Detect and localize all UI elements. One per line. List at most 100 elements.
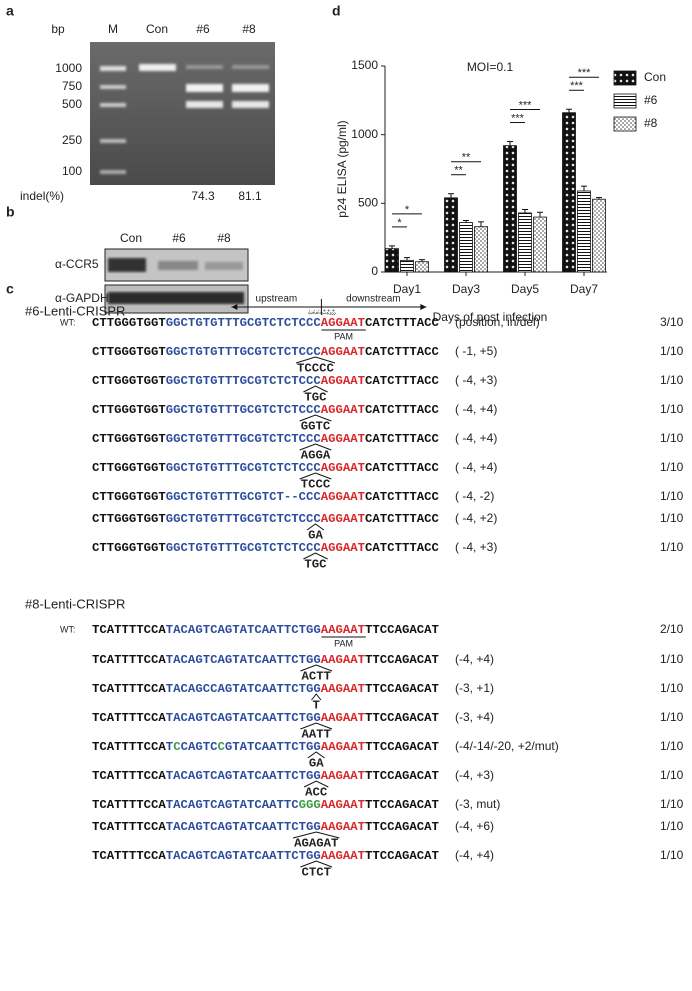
insert-caret [303,385,328,393]
bar [592,198,606,273]
insert: GA [309,756,324,770]
insert: TGC [304,557,327,571]
significance-label: *** [570,80,584,92]
fraction: 1/10 [660,848,684,862]
sequence-segment: CTTGGGTGGT [92,541,166,555]
insert-caret [299,414,332,422]
y-tick-label: 1500 [351,58,378,72]
group-title: #8-Lenti-CRISPR [25,596,125,611]
sequence-segment: CTTGGGTGGT [92,512,166,526]
sequence-segment: GGCTGTGTTTGCGTCTCTCCC [166,374,322,388]
lane-label: M [108,22,118,36]
insert: TCCCC [297,361,335,375]
group-title: #6-Lenti-CRISPR [25,303,125,318]
x-tick-label: Day3 [452,282,480,296]
sequence-segment: CATCTTTACC [365,512,439,526]
legend-label: #8 [644,116,658,130]
insert: GA [308,528,323,542]
sequence-segment: TCATTTTCCA [92,653,166,667]
note: (-4, +6) [455,819,494,833]
sequence-segment: TACAGTCAGTATCAATTCTGG [166,623,321,637]
sequence-segment: TACAGTCAGTATCAATTCTGG [166,820,321,834]
ladder-label: 1000 [55,61,82,75]
position-mark: +3 [329,309,335,315]
fraction: 2/10 [660,622,684,636]
sequence: CTTGGGTGGTGGCTGTGTTTGCGTCTCTCCCAGGAATCAT… [92,461,439,475]
panel-label: b [6,204,15,220]
insert-caret [292,831,340,839]
sequence-segment: CATCTTTACC [365,403,439,417]
ladder-label: 250 [62,133,82,147]
sequence: CTTGGGTGGTGGCTGTGTTTGCGTCTCTCCCAGGAATCAT… [92,345,439,359]
sequence: CTTGGGTGGTGGCTGTGTTTGCGTCTCTCCCAGGAATCAT… [92,512,439,526]
sequence-segment: GGCTGTGTTTGCGTCTCTCCC [166,461,322,475]
sequence-segment: TTCCAGACAT [365,711,439,725]
position-mark: +1 [320,309,326,315]
note: (-4, +3) [455,768,494,782]
indel-value: 74.3 [191,189,215,203]
insert-caret [307,751,325,759]
blot-bands [108,292,244,304]
insert: AGAGAT [294,836,339,850]
sequence-segment: TCATTTTCCA [92,769,166,783]
sequence-segment: CATCTTTACC [365,490,439,504]
sequence-segment: CAGTC [181,740,219,754]
insert-caret [300,722,333,730]
insert-caret [303,552,328,560]
sequence-segment: TTCCAGACAT [365,653,439,667]
insert: T [313,698,321,712]
y-axis-label: p24 ELISA (pg/ml) [335,120,349,217]
bar [444,197,458,273]
sequence-segment: TTCCAGACAT [365,849,439,863]
lane-label: #6 [196,22,210,36]
sequence-segment: AGGAAT [321,541,366,555]
insert-caret [299,443,332,451]
significance-label: *** [511,112,525,124]
insert: TCCC [301,477,331,491]
sequence-segment: CTTGGGTGGT [92,461,166,475]
bar [385,248,399,273]
sequence-segment: AGGAAT [321,374,366,388]
sequence-segment: AAGAAT [321,653,366,667]
fraction: 1/10 [660,540,684,554]
note: ( -4, +3) [455,373,497,387]
sequence: TCATTTTCCATACAGTCAGTATCAATTCTGGAAGAATTTC… [92,820,439,834]
sequence-segment: TCATTTTCCA [92,798,166,812]
sequence-segment: AAGAAT [321,820,366,834]
sequence-segment: GGCTGTGTTTGCGTCT--CCC [166,490,322,504]
lane-label: #8 [242,22,256,36]
sequence-segment: GGCTGTGTTTGCGTCTCTCCC [166,541,322,555]
sequence-segment: GGCTGTGTTTGCGTCTCTCCC [166,316,322,330]
sequence: CTTGGGTGGTGGCTGTGTTTGCGTCTCTCCCAGGAATCAT… [92,432,439,446]
sequence-segment: AGGAAT [321,461,366,475]
sequence-segment: TCATTTTCCA [92,711,166,725]
sequence: CTTGGGTGGTGGCTGTGTTTGCGTCTCTCCCAGGAATCAT… [92,541,439,555]
sequence-segment: TCATTTTCCA [92,820,166,834]
sequence-segment: AAGAAT [321,711,366,725]
panel-label: c [6,281,14,297]
row-label: α-GAPDH [55,291,109,305]
wt-label: WT: [60,624,76,634]
insert: AATT [301,727,331,741]
note: (-4, +4) [455,848,494,862]
sequence-segment: CATCTTTACC [365,432,439,446]
insert: TGC [304,390,327,404]
sequence: TCATTTTCCATACAGTCAGTATCAATTCTGGAAGAATTTC… [92,623,439,637]
sequence-segment: AGGAAT [321,316,366,330]
fraction: 1/10 [660,797,684,811]
position-mark: -1 [315,310,321,315]
sequence-segment: TACAGCCAGTATCAATTCTGG [166,682,321,696]
sequence: TCATTTTCCATACAGTCAGTATCAATTCGGGAAGAATTTC… [92,798,439,812]
significance-label: *** [519,99,533,111]
wt-label: WT: [60,317,76,327]
significance-label: * [405,204,410,216]
sequence-segment: CTTGGGTGGT [92,316,166,330]
sequence-segment: CATCTTTACC [365,541,439,555]
insert: AGGA [301,448,331,462]
sequence-segment: GGCTGTGTTTGCGTCTCTCCC [166,432,322,446]
row-label: α-CCR5 [55,257,99,271]
insert: GGTC [301,419,331,433]
sequence-segment: C [217,740,225,754]
insert-caret [303,780,329,788]
